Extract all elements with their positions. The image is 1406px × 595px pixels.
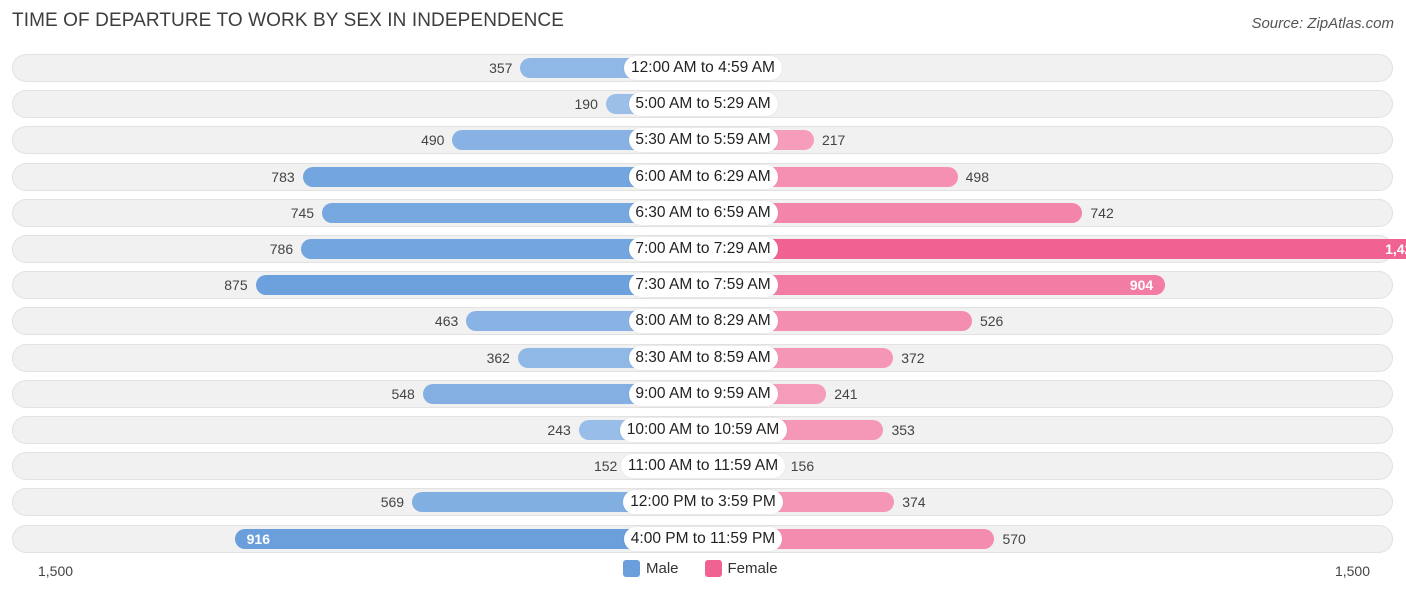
- category-label: 7:00 AM to 7:29 AM: [628, 237, 778, 261]
- female-value-label: 1,426: [1385, 241, 1406, 257]
- legend-male-swatch: [623, 560, 640, 577]
- female-bar: [703, 275, 1166, 296]
- female-value-label: 353: [891, 422, 915, 438]
- male-value-label: 490: [421, 132, 445, 149]
- male-bar: [322, 202, 703, 223]
- category-label: 8:30 AM to 8:59 AM: [628, 345, 778, 370]
- male-bar: [255, 275, 703, 296]
- legend-male-label: Male: [646, 560, 679, 577]
- category-label: 12:00 AM to 4:59 AM: [624, 56, 782, 80]
- female-bar: [703, 202, 1083, 223]
- female-value-label: 217: [821, 132, 846, 149]
- male-value-label: 548: [391, 385, 415, 402]
- male-bar: [301, 239, 703, 259]
- male-value-label: 745: [290, 204, 315, 221]
- category-label: 9:00 AM to 9:59 AM: [628, 381, 778, 406]
- category-label: 6:00 AM to 6:29 AM: [628, 164, 778, 189]
- male-value-label: 916: [246, 530, 270, 547]
- female-value-label: 498: [965, 168, 989, 185]
- category-label: 10:00 AM to 10:59 AM: [619, 418, 787, 442]
- female-bar: [703, 239, 1406, 259]
- male-bar: [234, 528, 703, 549]
- category-label: 7:30 AM to 7:59 AM: [628, 273, 778, 298]
- male-bar: [302, 166, 703, 187]
- female-value-label: 742: [1090, 204, 1114, 221]
- category-label: 12:00 PM to 3:59 PM: [623, 490, 783, 515]
- legend-female-swatch: [704, 560, 722, 577]
- female-value-label: 372: [901, 349, 925, 366]
- source-label: Source: ZipAtlas.com: [1251, 15, 1394, 32]
- female-value-label: 156: [790, 458, 815, 475]
- category-label: 8:00 AM to 8:29 AM: [628, 309, 778, 334]
- female-value-label: 570: [1002, 530, 1026, 547]
- category-label: 5:30 AM to 5:59 AM: [628, 128, 778, 153]
- chart-title: TIME OF DEPARTURE TO WORK BY SEX IN INDE…: [12, 10, 565, 31]
- axis-right-label: 1,500: [1334, 563, 1370, 579]
- legend-female-label: Female: [727, 560, 778, 577]
- category-label: 4:00 PM to 11:59 PM: [624, 526, 782, 551]
- male-value-label: 783: [271, 168, 295, 185]
- category-label: 6:30 AM to 6:59 AM: [628, 200, 778, 225]
- male-value-label: 569: [380, 494, 405, 511]
- axis-left-label: 1,500: [38, 563, 74, 579]
- male-value-label: 786: [269, 241, 294, 257]
- male-value-label: 152: [593, 458, 618, 475]
- category-label: 5:00 AM to 5:29 AM: [628, 92, 778, 117]
- female-value-label: 374: [902, 494, 926, 511]
- male-value-label: 357: [489, 60, 513, 76]
- male-value-label: 875: [224, 277, 248, 294]
- male-value-label: 362: [486, 349, 510, 366]
- male-value-label: 463: [434, 313, 459, 330]
- female-value-label: 904: [1129, 277, 1154, 294]
- male-value-label: 190: [574, 96, 598, 113]
- female-value-label: 241: [834, 385, 858, 402]
- legend: Male Female: [623, 560, 778, 577]
- female-value-label: 526: [979, 313, 1004, 330]
- male-value-label: 243: [547, 422, 571, 438]
- category-label: 11:00 AM to 11:59 AM: [621, 454, 785, 479]
